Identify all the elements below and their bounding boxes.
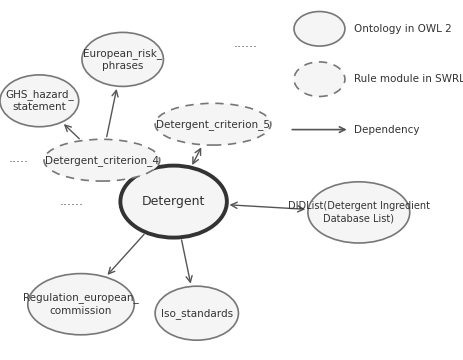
Ellipse shape	[155, 286, 238, 340]
Text: Detergent_criterion_5: Detergent_criterion_5	[156, 119, 270, 130]
Text: Iso_standards: Iso_standards	[161, 308, 233, 319]
Text: GHS_hazard_
statement: GHS_hazard_ statement	[5, 89, 74, 112]
Ellipse shape	[294, 62, 345, 96]
Text: Rule module in SWRL: Rule module in SWRL	[354, 74, 463, 84]
Ellipse shape	[155, 103, 271, 145]
Ellipse shape	[294, 12, 345, 46]
Text: ......: ......	[60, 195, 84, 208]
Text: Ontology in OWL 2: Ontology in OWL 2	[354, 24, 452, 34]
Text: DIDList(Detergent Ingredient
Database List): DIDList(Detergent Ingredient Database Li…	[288, 201, 430, 224]
Text: .....: .....	[8, 152, 29, 165]
Ellipse shape	[82, 32, 163, 86]
Text: Detergent: Detergent	[142, 195, 205, 208]
Text: Dependency: Dependency	[354, 125, 419, 135]
Text: Regulation_european_
commission: Regulation_european_ commission	[23, 293, 139, 316]
Ellipse shape	[308, 182, 410, 243]
Ellipse shape	[0, 75, 79, 127]
Ellipse shape	[44, 139, 160, 181]
Text: Detergent_criterion_4: Detergent_criterion_4	[45, 155, 159, 166]
Ellipse shape	[120, 166, 227, 238]
Ellipse shape	[28, 274, 134, 335]
Text: European_risk_
phrases: European_risk_ phrases	[83, 48, 162, 71]
Text: ......: ......	[233, 37, 257, 50]
